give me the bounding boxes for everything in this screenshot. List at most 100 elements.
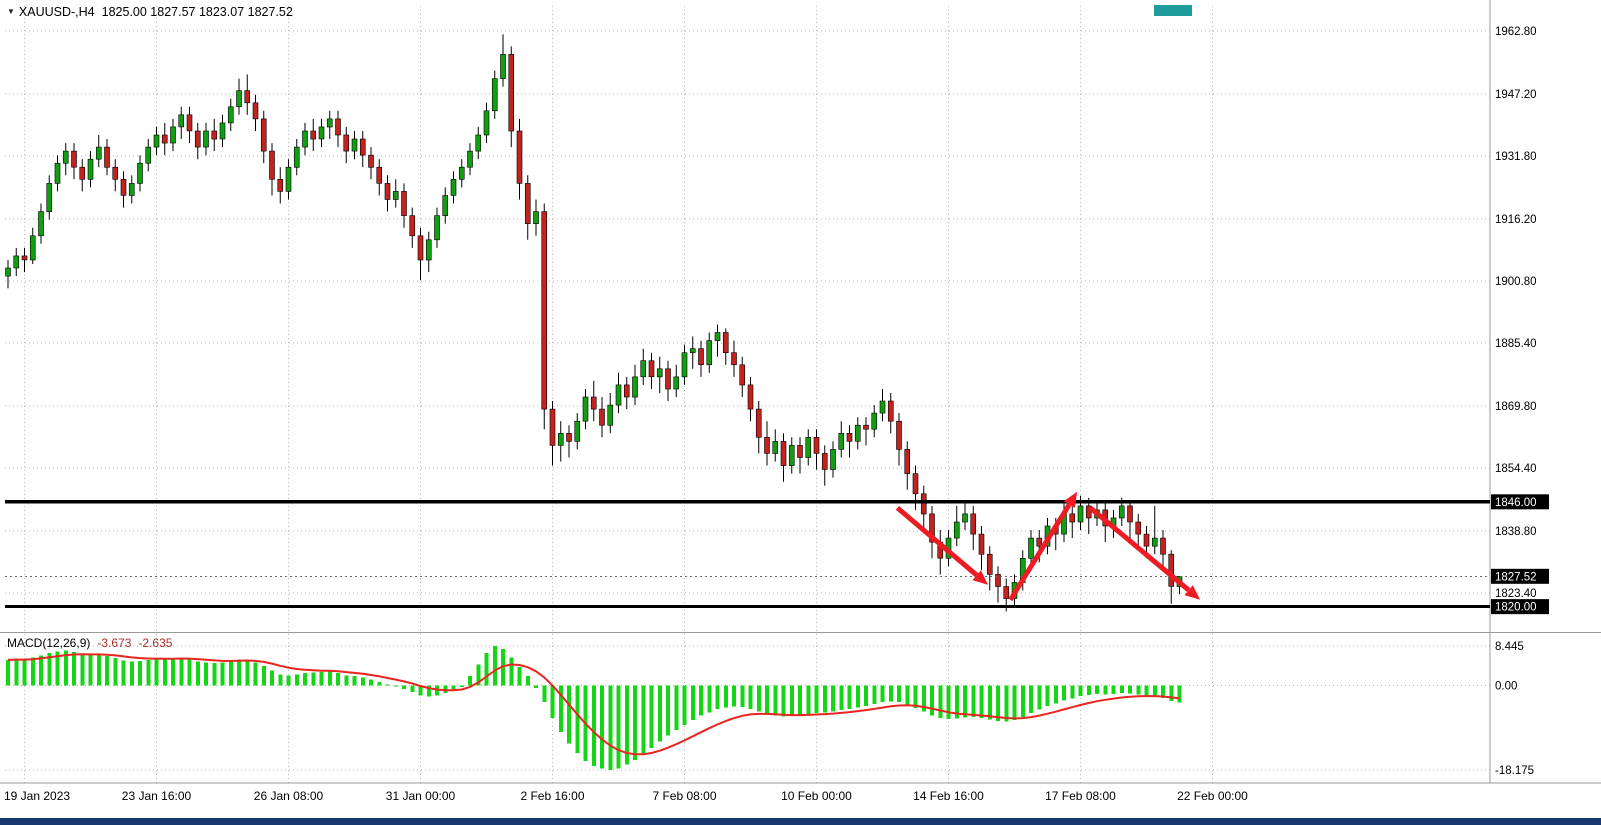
candle-body [178,114,185,128]
time-axis-label: 31 Jan 00:00 [386,789,456,803]
candle-body [706,340,713,366]
candle-body [376,166,383,184]
candle-body [186,114,193,132]
macd-histogram-bar [690,685,695,720]
macd-histogram-bar [666,685,670,736]
candle-body [1127,505,1133,523]
chart-menu-icon[interactable]: ▼ [7,7,15,16]
candle-body [995,574,1001,587]
candle-body [95,146,102,160]
candle-body [797,445,803,458]
candle-body [1143,533,1150,547]
macd-histogram-bar [715,685,720,710]
macd-histogram-bar [946,685,951,719]
macd-histogram-bar [212,663,217,686]
macd-histogram-bar [138,660,142,686]
candle-body [731,352,737,366]
macd-histogram-bar [360,677,365,686]
candle-body [772,441,779,454]
macd-histogram-bar [624,685,629,765]
macd-histogram-bar [261,665,266,686]
macd-histogram-bar [303,672,307,686]
macd-histogram-bar [575,685,580,753]
candle-body [71,150,77,168]
macd-main-value: -3.673 [97,636,132,650]
candle-body [244,90,251,104]
candle-body [310,130,317,140]
macd-histogram-bar [987,685,992,720]
macd-histogram-bar [451,685,456,691]
macd-histogram-bar [1161,685,1165,699]
macd-histogram-bar [154,658,159,686]
candle-body [714,332,721,341]
macd-axis-label: -18.175 [1495,765,1534,777]
candle-body [533,211,539,225]
macd-histogram-bar [822,685,827,713]
candle-body [194,130,201,148]
candle-body [483,110,490,136]
price-axis-label: 1900.80 [1495,276,1537,288]
macd-histogram-bar [253,662,258,686]
macd-histogram-bar [22,659,27,686]
candle-body [13,255,20,269]
candle-body [112,166,119,180]
decoration-chip [1154,5,1192,16]
macd-histogram-bar [393,685,398,687]
candle-body [1069,513,1076,523]
macd-histogram-bar [732,685,736,707]
candle-body [953,521,960,539]
macd-histogram-bar [831,685,835,712]
macd-histogram-bar [765,685,769,715]
candle-body [656,368,663,378]
trend-arrow-head[interactable] [972,570,989,585]
candle-body [1003,586,1010,599]
macd-histogram-bar [1103,685,1108,695]
candle-body [747,384,754,410]
candle-body [29,235,36,261]
candle-body [318,126,325,140]
candle-body [640,360,647,378]
macd-histogram-bar [385,684,390,686]
candle-body [755,408,762,438]
candle-body [21,255,28,261]
candle-body [293,146,300,168]
macd-histogram-bar [1062,685,1066,701]
macd-histogram-bar [1053,685,1058,704]
candle-body [896,420,902,450]
candle-body [978,533,985,555]
candle-body [1085,505,1092,519]
macd-histogram-bar [1152,685,1157,697]
candle-body [128,183,135,196]
macd-histogram-bar [591,685,596,766]
macd-histogram-bar [1078,685,1083,697]
candle-body [1160,537,1166,555]
trend-arrow-line[interactable] [1008,503,1072,602]
macd-histogram-bar [162,659,167,686]
window-bottom-edge [0,818,1601,825]
price-axis-label: 1869.80 [1495,401,1537,413]
candle-body [912,473,919,495]
macd-histogram-bar [880,685,885,703]
macd-histogram-bar [468,676,472,686]
macd-histogram-bar [674,685,679,731]
macd-histogram-bar [6,659,10,686]
macd-histogram-bar [1111,685,1116,694]
price-level-label: 1820.00 [1495,602,1537,614]
time-axis-label: 14 Feb 16:00 [913,789,984,803]
macd-histogram-bar [781,685,786,717]
candle-body [508,54,515,132]
candle-body [285,166,292,192]
trend-arrow-head[interactable] [1063,491,1078,508]
macd-histogram-bar [187,658,192,686]
macd-histogram-bar [550,685,555,719]
trend-arrow-line[interactable] [1088,505,1191,593]
macd-histogram-bar [740,685,745,707]
macd-histogram-bar [105,656,109,686]
trend-arrow-line[interactable] [895,505,979,578]
trend-arrow-head[interactable] [1184,585,1201,600]
macd-histogram-bar [30,657,35,686]
macd-histogram-bar [806,685,811,714]
macd-histogram-bar [608,685,613,771]
